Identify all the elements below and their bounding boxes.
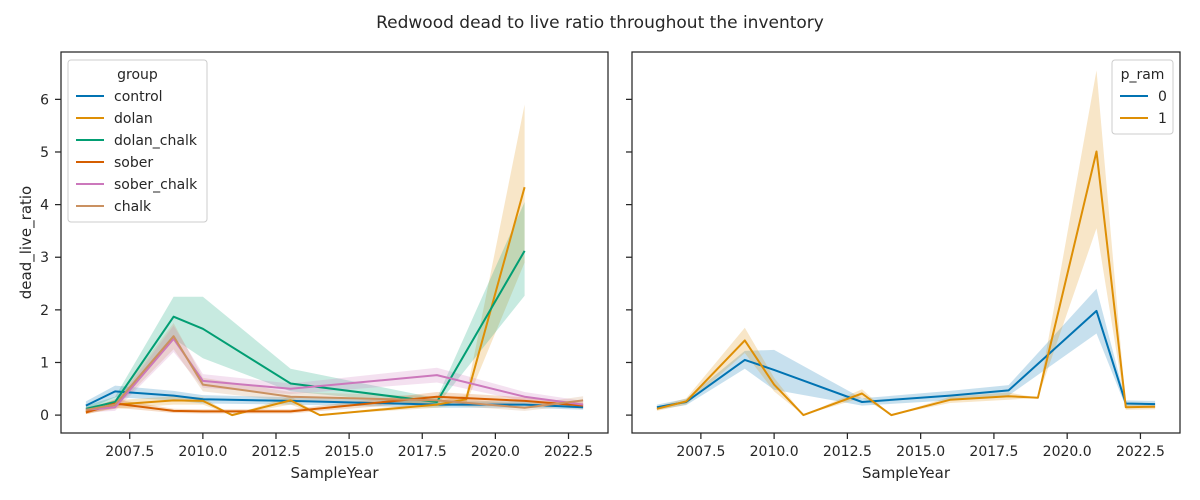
confidence-band-1 <box>656 70 1156 416</box>
x-tick-label: 2012.5 <box>823 444 872 460</box>
legend-label-0: 0 <box>1158 89 1167 105</box>
figure-title: Redwood dead to live ratio throughout th… <box>376 13 824 33</box>
confidence-band-chalk <box>85 323 584 413</box>
x-tick-label: 2012.5 <box>251 444 300 460</box>
x-axis-label: SampleYear <box>862 464 951 482</box>
legend-label-control: control <box>114 89 163 105</box>
x-tick-label: 2007.5 <box>105 444 154 460</box>
y-tick-label: 1 <box>40 355 49 371</box>
x-tick-label: 2015.0 <box>325 444 374 460</box>
legend-label-sober: sober <box>114 155 153 171</box>
x-tick-label: 2020.0 <box>1043 444 1092 460</box>
series-line-sober <box>85 395 584 414</box>
y-tick-label: 2 <box>40 303 49 319</box>
plot-frame <box>631 51 1181 434</box>
x-tick-label: 2017.5 <box>398 444 447 460</box>
series-line-0 <box>656 309 1156 409</box>
y-tick-label: 5 <box>40 145 49 161</box>
legend-label-dolan_chalk: dolan_chalk <box>114 133 198 149</box>
x-tick-label: 2010.0 <box>178 444 227 460</box>
x-tick-label: 2007.5 <box>676 444 725 460</box>
legend-title: p_ram <box>1121 67 1165 83</box>
x-tick-label: 2010.0 <box>750 444 799 460</box>
plot-frame <box>60 51 609 434</box>
legend-label-sober_chalk: sober_chalk <box>114 177 198 193</box>
confidence-band-0 <box>656 288 1156 410</box>
x-tick-label: 2017.5 <box>969 444 1018 460</box>
series-line-chalk <box>85 335 584 411</box>
legend-label-chalk: chalk <box>114 199 152 215</box>
legend-label-1: 1 <box>1158 111 1167 127</box>
series-line-dolan_chalk <box>85 250 526 410</box>
confidence-band-dolan_chalk <box>85 202 525 412</box>
x-axis-label: SampleYear <box>290 464 379 482</box>
legend-label-dolan: dolan <box>114 111 153 127</box>
legend: p_ram 0 1 <box>1111 59 1174 135</box>
series-line-1 <box>656 150 1156 417</box>
y-axis-label: dead_live_ratio <box>17 186 36 300</box>
x-tick-label: 2022.5 <box>544 444 593 460</box>
legend-box <box>67 59 208 223</box>
x-tick-label: 2022.5 <box>1116 444 1165 460</box>
series-line-sober_chalk <box>85 337 584 411</box>
left-panel: 2007.5 2010.0 2012.5 2015.0 2017.5 2020.0 2022… <box>17 51 609 482</box>
y-tick-label: 3 <box>40 250 49 266</box>
x-tick-label: 2020.0 <box>471 444 520 460</box>
y-tick-label: 0 <box>40 408 49 424</box>
y-tick-label: 4 <box>40 198 49 214</box>
y-tick-label: 6 <box>40 92 49 108</box>
legend-title: group <box>117 67 158 83</box>
x-tick-label: 2015.0 <box>896 444 945 460</box>
right-panel: 2007.5 2010.0 2012.5 2015.0 2017.5 2020.0 2022… <box>626 51 1181 482</box>
